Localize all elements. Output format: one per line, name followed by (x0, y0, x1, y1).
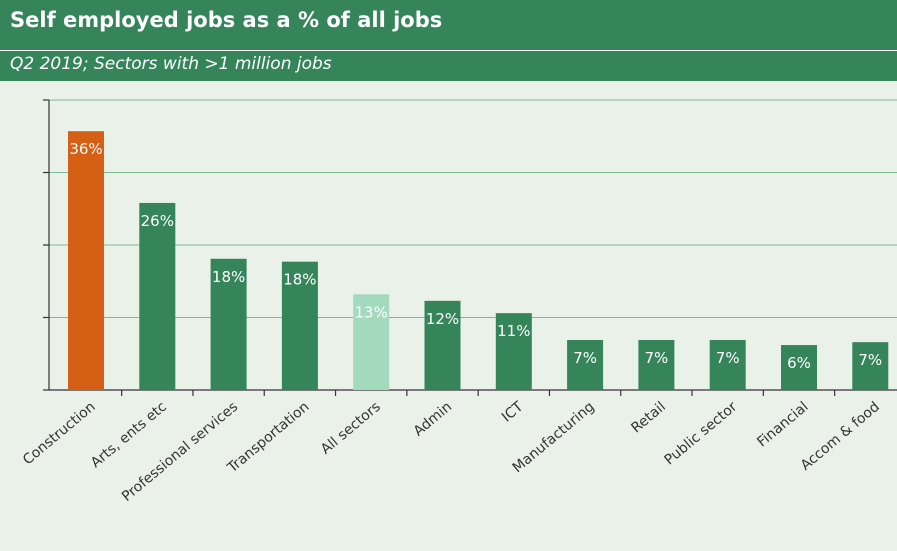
bar (281, 261, 318, 390)
data-label: 26% (141, 212, 174, 230)
chart-title: Self employed jobs as a % of all jobs (10, 8, 443, 32)
data-label: 7% (858, 351, 882, 369)
category-label: Financial (754, 399, 811, 451)
bar (709, 339, 746, 390)
bar (210, 258, 247, 390)
data-label: 11% (497, 322, 530, 340)
bars (68, 131, 889, 391)
data-label: 13% (355, 303, 388, 321)
data-label: 36% (69, 140, 102, 158)
bar (68, 131, 104, 391)
bar (424, 300, 461, 390)
data-label: 12% (426, 310, 459, 328)
data-label: 18% (212, 268, 245, 286)
data-label: 18% (283, 271, 316, 289)
bar (495, 313, 532, 390)
category-label: Admin (411, 399, 455, 440)
data-label: 7% (573, 349, 597, 367)
bar (781, 345, 817, 390)
bar (139, 202, 176, 390)
data-label: 6% (787, 354, 811, 372)
bar (852, 342, 889, 390)
axes (43, 99, 897, 396)
chart-header: Self employed jobs as a % of all jobs Q2… (0, 0, 897, 81)
category-label: All sectors (318, 399, 384, 458)
data-label: 7% (716, 349, 740, 367)
data-label: 7% (645, 349, 669, 367)
category-label: ICT (499, 399, 527, 426)
category-label: Retail (628, 399, 669, 437)
category-label: Construction (20, 399, 99, 469)
data-labels: 36% 26% 18% 18% 13% 12% 11% 7% 7% 7% 6% 7% (69, 140, 882, 372)
bar (638, 339, 675, 390)
gridlines (49, 99, 897, 318)
header-divider (0, 50, 897, 51)
bar (567, 339, 604, 390)
bar-chart: 36% 26% 18% 18% 13% 12% 11% 7% 7% 7% 6% 7% Construc… (20, 99, 897, 505)
bar (353, 294, 390, 390)
chart-subtitle: Q2 2019; Sectors with >1 million jobs (10, 54, 332, 74)
category-label: Professional services (119, 399, 241, 505)
category-label: Public sector (662, 399, 741, 469)
